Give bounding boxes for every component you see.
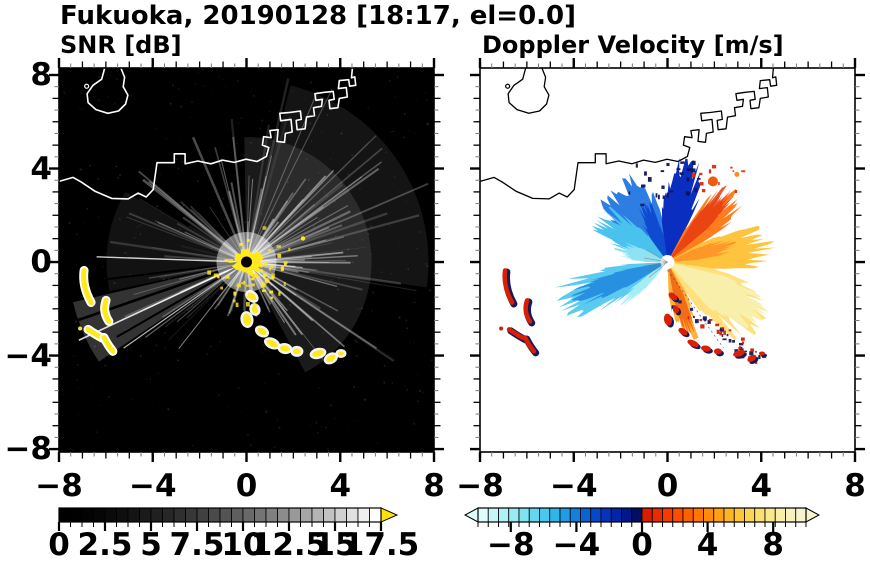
x-tick-label: −8 <box>456 468 504 504</box>
over-range-arrow <box>805 507 821 523</box>
snr-panel-title: SNR [dB] <box>60 31 182 59</box>
x-tick-label: −4 <box>549 468 598 504</box>
velocity-panel-title: Doppler Velocity [m/s] <box>482 31 784 59</box>
x-tick-label: 4 <box>750 468 773 504</box>
x-tick-label: −8 <box>35 468 83 504</box>
under-range-arrow <box>463 507 479 523</box>
colorbar-tick-label: 12.5 <box>250 527 328 563</box>
over-range-arrow <box>380 507 399 523</box>
colorbar-tick-label: 15 <box>313 527 357 563</box>
y-tick-label: −8 <box>4 431 52 468</box>
radar-site-dot <box>241 256 252 268</box>
colorbar-tick-label: −8 <box>487 527 535 563</box>
colorbar-tick-label: 17.5 <box>342 527 420 563</box>
colorbar-tick-label: 0 <box>48 527 70 563</box>
y-tick-label: 4 <box>30 150 52 187</box>
colorbar-tick-label: 7.5 <box>169 527 225 563</box>
velocity-colorbar <box>463 507 821 532</box>
colorbar-tick-label: 10 <box>221 527 265 563</box>
snr-colorbar <box>57 507 399 531</box>
colorbar-tick-label: 4 <box>696 527 719 563</box>
x-tick-label: 0 <box>656 468 679 504</box>
y-tick-label: −4 <box>4 337 52 374</box>
x-tick-label: 0 <box>235 468 258 504</box>
x-tick-label: 8 <box>423 468 445 504</box>
figure-title: Fukuoka, 20190128 [18:17, el=0.0] <box>60 1 577 31</box>
y-tick-label: 8 <box>30 57 52 93</box>
snr-panel <box>59 68 434 452</box>
x-tick-label: 4 <box>329 468 352 504</box>
coastline <box>59 68 357 200</box>
colorbar-tick-label: 2.5 <box>77 527 133 563</box>
coastline <box>480 68 778 200</box>
colorbar-tick-label: 0 <box>631 527 653 563</box>
y-tick-label: 0 <box>30 244 52 281</box>
x-tick-label: 8 <box>844 468 866 504</box>
coastline-island <box>86 68 129 115</box>
velocity-panel <box>480 68 855 452</box>
colorbar-tick-label: 8 <box>762 527 784 563</box>
coastline-island <box>507 68 550 114</box>
colorbar-tick-label: 5 <box>140 527 162 563</box>
colorbar-tick-label: −4 <box>552 527 601 563</box>
x-tick-label: −4 <box>128 468 177 504</box>
